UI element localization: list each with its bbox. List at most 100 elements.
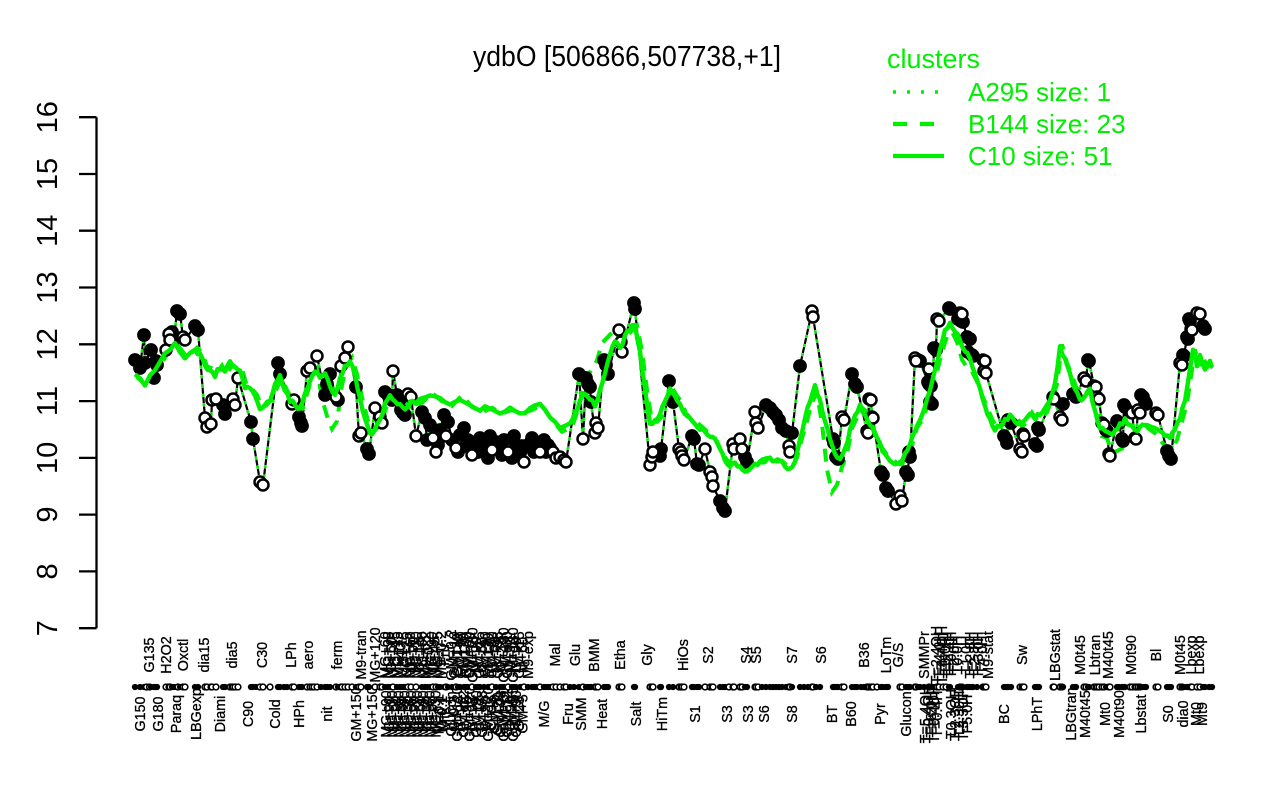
svg-text:9: 9 (32, 507, 64, 523)
svg-text:Salt: Salt (629, 702, 645, 727)
svg-text:MG+90: MG+90 (425, 631, 441, 678)
svg-text:MtK1: MtK1 (438, 697, 454, 730)
svg-text:MG+60: MG+60 (391, 690, 407, 737)
svg-text:M+60: M+60 (515, 637, 531, 673)
svg-text:S0: S0 (1161, 705, 1177, 723)
svg-text:H2O2: H2O2 (159, 636, 175, 673)
svg-text:LoTm: LoTm (879, 637, 895, 674)
svg-text:LBGtran: LBGtran (1064, 687, 1080, 740)
svg-text:T=2.4H: T=2.4H (941, 631, 957, 678)
svg-text:Cold: Cold (268, 699, 284, 728)
svg-text:G+90: G+90 (453, 696, 469, 731)
svg-text:G/S: G/S (891, 643, 907, 668)
svg-text:8: 8 (32, 563, 64, 579)
svg-text:MG+45: MG+45 (387, 631, 403, 678)
svg-text:GM+120: GM+120 (450, 686, 466, 741)
svg-text:T-2.3OH: T-2.3OH (948, 687, 964, 741)
svg-text:GM+60: GM+60 (484, 631, 500, 678)
svg-text:Glucon: Glucon (444, 691, 460, 736)
svg-text:MG+120: MG+120 (368, 627, 384, 682)
svg-text:MG+90: MG+90 (416, 690, 432, 737)
svg-text:S3: S3 (741, 705, 757, 723)
svg-text:GM+98: GM+98 (491, 631, 507, 678)
svg-text:M0t45: M0t45 (1173, 635, 1189, 675)
svg-text:GM+12: GM+12 (500, 690, 516, 737)
svg-text:7: 7 (32, 620, 64, 636)
svg-text:nit: nit (320, 706, 336, 721)
svg-text:M9-stat: M9-stat (981, 631, 997, 679)
svg-text:15: 15 (32, 158, 64, 190)
svg-text:T2.0H: T2.0H (947, 636, 963, 675)
svg-text:GM+15: GM+15 (472, 631, 488, 678)
svg-text:Lbstat: Lbstat (1134, 695, 1150, 734)
svg-text:S8: S8 (785, 705, 801, 723)
svg-text:MG+60: MG+60 (415, 631, 431, 678)
svg-text:G+90: G+90 (407, 696, 423, 731)
svg-text:F5.0H: F5.0H (960, 695, 976, 734)
svg-text:GM+150: GM+150 (349, 686, 365, 741)
svg-text:B36: B36 (857, 642, 873, 667)
svg-text:Heat: Heat (595, 699, 611, 729)
svg-text:T1.0H: T1.0H (959, 636, 975, 675)
svg-text:G180: G180 (151, 696, 167, 731)
svg-text:BC: BC (997, 704, 1013, 724)
svg-text:G+90: G+90 (382, 696, 398, 731)
svg-text:GM+5: GM+5 (515, 694, 531, 733)
svg-text:M9-exp: M9-exp (521, 631, 537, 679)
svg-text:10: 10 (32, 442, 64, 474)
svg-text:Glucon: Glucon (899, 691, 915, 736)
svg-text:M+68: M+68 (487, 637, 503, 673)
svg-text:aero: aero (301, 641, 317, 670)
svg-text:GM+90: GM+90 (453, 631, 469, 678)
svg-text:M+130: M+130 (456, 633, 472, 677)
svg-text:SMMPr: SMMPr (917, 631, 933, 679)
svg-text:LPhT: LPhT (1030, 697, 1046, 731)
svg-text:GaM+50: GaM+50 (497, 686, 513, 741)
svg-text:MG+30: MG+30 (385, 690, 401, 737)
svg-text:T=6.4OH: T=6.4OH (927, 685, 943, 743)
svg-text:Sw: Sw (1015, 644, 1031, 665)
svg-text:GM+130: GM+130 (466, 627, 482, 682)
svg-text:T0.0H: T0.0H (938, 636, 954, 675)
svg-text:GM+130: GM+130 (497, 627, 513, 682)
svg-text:G+120: G+120 (491, 692, 507, 735)
svg-text:MG+15: MG+15 (390, 631, 406, 678)
svg-text:B60: B60 (844, 701, 860, 726)
svg-text:LBGexp: LBGexp (189, 688, 205, 740)
svg-text:GM+60: GM+60 (460, 631, 476, 678)
svg-text:M0t90: M0t90 (1124, 635, 1140, 675)
svg-text:G150: G150 (133, 696, 149, 731)
svg-text:MG+30: MG+30 (409, 631, 425, 678)
svg-text:Gly: Gly (640, 643, 656, 665)
svg-text:S3: S3 (720, 705, 736, 723)
svg-text:Lbtran: Lbtran (1088, 635, 1104, 676)
svg-text:Fru: Fru (561, 703, 577, 724)
svg-text:G+98: G+98 (466, 696, 482, 731)
svg-text:Diami: Diami (213, 696, 229, 733)
svg-text:GM+15: GM+15 (512, 631, 528, 678)
svg-text:SG+25: SG+25 (400, 633, 416, 678)
svg-text:M9-tran: M9-tran (354, 630, 370, 679)
svg-text:T=3.0H: T=3.0H (971, 631, 987, 678)
svg-text:dia5: dia5 (225, 641, 241, 668)
svg-text:Mt9: Mt9 (1195, 702, 1211, 726)
svg-text:MG+60: MG+60 (403, 631, 419, 678)
svg-text:ferm: ferm (330, 641, 346, 670)
svg-text:Lbexp: Lbexp (1192, 635, 1208, 674)
svg-text:C+12: C+12 (472, 697, 488, 732)
svg-text:C30: C30 (255, 642, 271, 668)
svg-text:GM+10: GM+10 (447, 631, 463, 678)
svg-text:G+30: G+30 (419, 696, 435, 731)
svg-text:MG+90: MG+90 (379, 690, 395, 737)
svg-text:MG+75: MG+75 (397, 631, 413, 678)
svg-text:M+90: M+90 (503, 637, 519, 673)
svg-text:M-0.1: M-0.1 (435, 696, 451, 733)
svg-text:G+90: G+90 (503, 696, 519, 731)
svg-text:T=8.0H: T=8.0H (924, 690, 940, 737)
svg-text:Paraq: Paraq (169, 695, 185, 733)
svg-text:S7: S7 (785, 646, 801, 664)
svg-text:16: 16 (32, 101, 64, 133)
svg-text:GM=0.2: GM=0.2 (444, 629, 460, 680)
svg-text:HPh: HPh (292, 700, 308, 728)
svg-text:12: 12 (32, 328, 64, 360)
